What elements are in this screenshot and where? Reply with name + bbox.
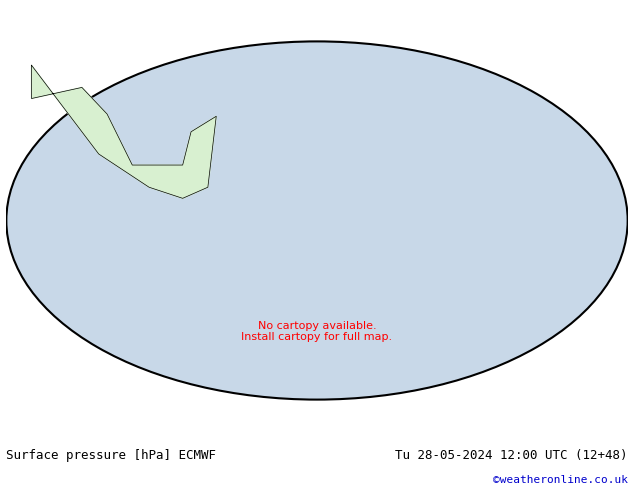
Text: ©weatheronline.co.uk: ©weatheronline.co.uk [493, 475, 628, 485]
Polygon shape [32, 65, 216, 198]
Text: Tu 28-05-2024 12:00 UTC (12+48): Tu 28-05-2024 12:00 UTC (12+48) [395, 449, 628, 462]
Text: No cartopy available.
Install cartopy for full map.: No cartopy available. Install cartopy fo… [242, 320, 392, 342]
Text: Surface pressure [hPa] ECMWF: Surface pressure [hPa] ECMWF [6, 449, 216, 462]
Ellipse shape [6, 42, 628, 400]
